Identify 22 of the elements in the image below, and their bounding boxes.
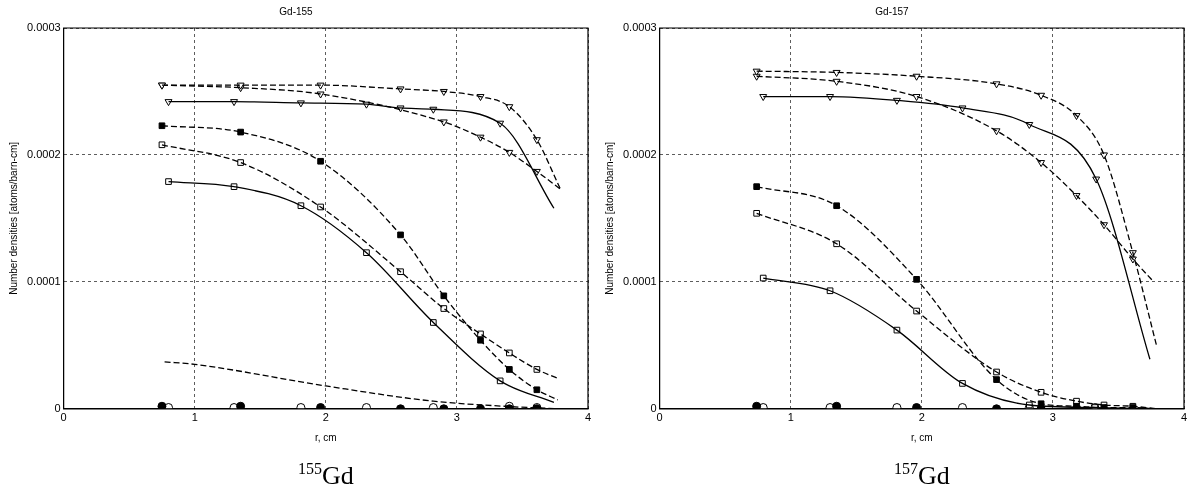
x-tick-label: 1 (787, 411, 794, 424)
x-tick-label: 3 (453, 411, 460, 424)
x-tick-label: 4 (1180, 411, 1188, 424)
y-tick-label: 0.0001 (622, 274, 657, 287)
y-tick-label: 0.0002 (26, 147, 61, 160)
y-tick-label: 0.0001 (26, 274, 61, 287)
x-axis-title: r, cm (314, 431, 337, 443)
y-axis-title: Number densities [atoms/barn-cm] (603, 141, 615, 295)
x-tick-label: 3 (1049, 411, 1056, 424)
x-tick-label: 4 (584, 411, 592, 424)
y-tick-label: 0.0003 (622, 21, 657, 34)
y-tick-label: 0 (54, 401, 61, 414)
x-axis-title: r, cm (910, 431, 933, 443)
y-tick-label: 0 (650, 401, 657, 414)
y-axis-title: Number densities [atoms/barn-cm] (7, 141, 19, 295)
y-tick-label: 0.0003 (26, 21, 61, 34)
x-tick-label: 1 (191, 411, 198, 424)
x-tick-label: 2 (918, 411, 925, 424)
chart-title: Gd-157 (875, 5, 910, 17)
x-tick-label: 2 (322, 411, 329, 424)
y-tick-label: 0.0002 (622, 147, 657, 160)
chart-title: Gd-155 (279, 5, 314, 17)
